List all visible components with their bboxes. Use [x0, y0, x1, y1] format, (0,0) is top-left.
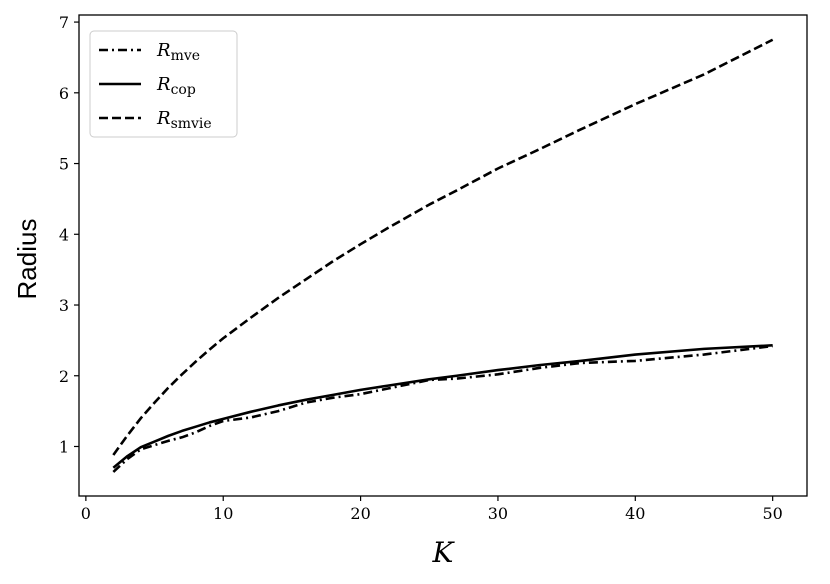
y-tick-label: 4: [59, 225, 69, 244]
y-tick-label: 1: [59, 437, 69, 456]
legend-label-cop: Rcop: [156, 74, 196, 98]
x-axis: 0 10 20 30 40 50: [81, 496, 783, 523]
y-tick-label: 5: [59, 155, 69, 174]
series-layer: [112, 38, 774, 473]
y-axis-title: Radius: [12, 219, 42, 300]
x-tick-label: 50: [762, 504, 782, 523]
series-line-smvie: [112, 38, 774, 456]
y-tick-label: 7: [59, 13, 69, 32]
legend-label-smvie: Rsmvie: [156, 108, 212, 132]
legend-label-mve: Rmve: [156, 40, 200, 64]
series-line-cop: [112, 344, 773, 469]
y-tick-label: 6: [59, 84, 69, 103]
x-tick-label: 0: [81, 504, 91, 523]
legend-box: [89, 30, 238, 138]
x-axis-title: K: [432, 536, 456, 569]
legend: Rmve Rcop Rsmvie: [89, 30, 238, 138]
x-tick-label: 30: [488, 504, 508, 523]
x-tick-label: 20: [350, 504, 370, 523]
series-line-mve: [112, 344, 773, 473]
y-tick-label: 3: [59, 296, 69, 315]
y-axis: 1 2 3 4 5 6 7: [59, 13, 79, 456]
x-tick-label: 40: [625, 504, 645, 523]
x-tick-label: 10: [213, 504, 233, 523]
y-tick-label: 2: [59, 367, 69, 386]
